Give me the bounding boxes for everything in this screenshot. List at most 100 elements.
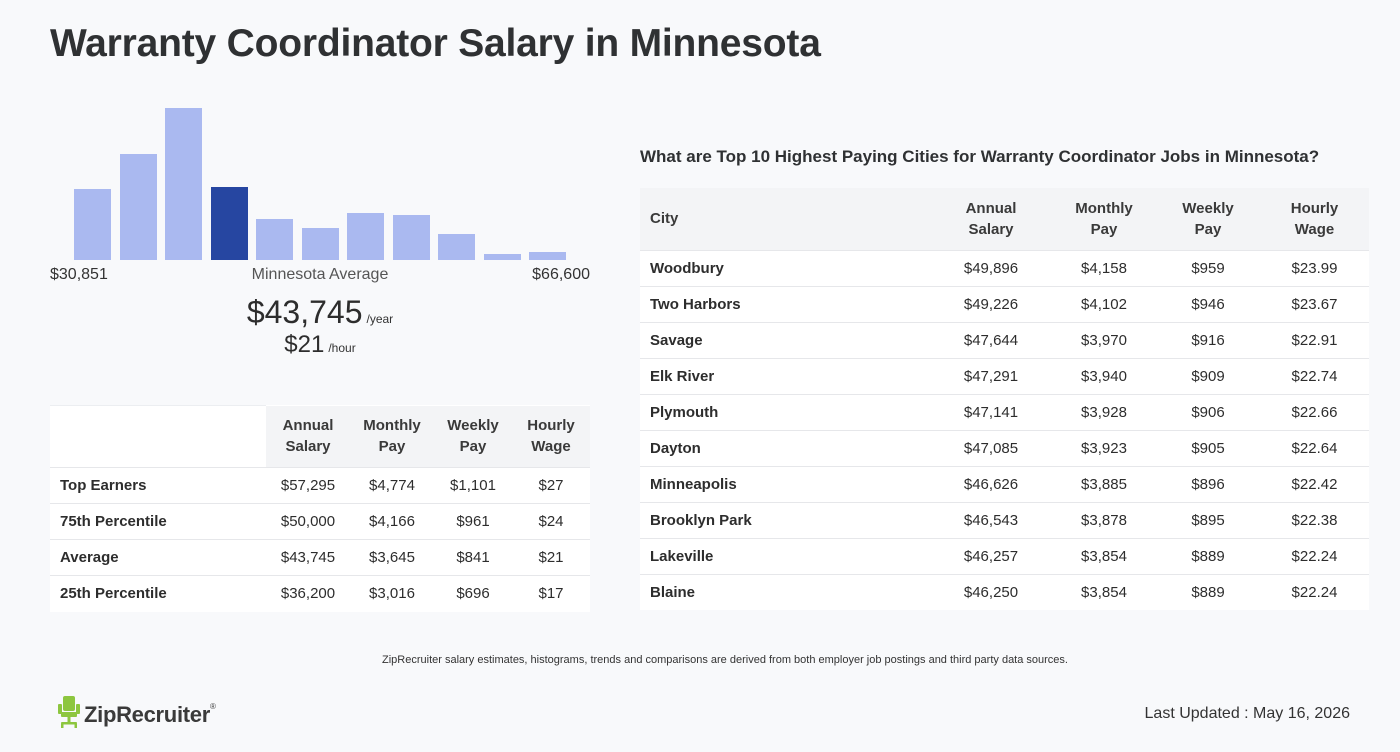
percentile-label: Top Earners [50, 467, 266, 504]
annual-salary-cell: $49,226 [930, 285, 1052, 322]
city-name-cell: Blaine [640, 573, 930, 610]
histogram-bar [74, 189, 111, 260]
average-yearly-value: $43,745 [246, 294, 363, 330]
header-monthly-pay: Monthly Pay [1052, 188, 1156, 250]
header-weekly-pay: Weekly Pay [434, 405, 512, 468]
percentile-row: 75th Percentile $50,000 $4,166 $961 $24 [50, 503, 590, 540]
weekly-pay-cell: $1,101 [434, 467, 512, 504]
hourly-wage-cell: $21 [512, 539, 590, 576]
hourly-wage-cell: $22.74 [1260, 357, 1369, 394]
annual-salary-cell: $47,085 [930, 429, 1052, 466]
annual-salary-cell: $46,257 [930, 537, 1052, 574]
cities-table: City Annual Salary Monthly Pay Weekly Pay H… [640, 188, 1369, 610]
annual-salary-cell: $57,295 [266, 467, 350, 504]
weekly-pay-cell: $895 [1156, 501, 1260, 538]
monthly-pay-cell: $3,885 [1052, 465, 1156, 502]
annual-salary-cell: $36,200 [266, 575, 350, 612]
percentile-label: Average [50, 539, 266, 576]
percentile-row: Average $43,745 $3,645 $841 $21 [50, 539, 590, 576]
hourly-wage-cell: $22.66 [1260, 393, 1369, 430]
monthly-pay-cell: $3,923 [1052, 429, 1156, 466]
percentile-row: 25th Percentile $36,200 $3,016 $696 $17 [50, 575, 590, 612]
monthly-pay-cell: $3,645 [350, 539, 434, 576]
monthly-pay-cell: $4,102 [1052, 285, 1156, 322]
city-name-cell: Brooklyn Park [640, 501, 930, 538]
average-yearly: $43,745/year [50, 294, 590, 331]
data-source-note: ZipRecruiter salary estimates, histogram… [382, 654, 1068, 666]
city-row: Plymouth $47,141 $3,928 $906 $22.66 [640, 393, 1369, 430]
page-title: Warranty Coordinator Salary in Minnesota [50, 22, 821, 65]
hourly-wage-cell: $22.91 [1260, 321, 1369, 358]
weekly-pay-cell: $946 [1156, 285, 1260, 322]
city-row: Two Harbors $49,226 $4,102 $946 $23.67 [640, 285, 1369, 322]
city-row: Blaine $46,250 $3,854 $889 $22.24 [640, 573, 1369, 610]
weekly-pay-cell: $916 [1156, 321, 1260, 358]
monthly-pay-cell: $4,774 [350, 467, 434, 504]
header-hourly-wage: Hourly Wage [512, 405, 590, 468]
average-hourly-unit: /hour [328, 341, 356, 355]
annual-salary-cell: $47,291 [930, 357, 1052, 394]
histogram-bar [483, 254, 521, 260]
city-row: Savage $47,644 $3,970 $916 $22.91 [640, 321, 1369, 358]
histogram-bar [392, 215, 430, 260]
city-row: Woodbury $49,896 $4,158 $959 $23.99 [640, 249, 1369, 286]
annual-salary-cell: $46,543 [930, 501, 1052, 538]
annual-salary-cell: $50,000 [266, 503, 350, 540]
cities-header-row: City Annual Salary Monthly Pay Weekly Pay H… [640, 188, 1369, 250]
monthly-pay-cell: $3,878 [1052, 501, 1156, 538]
histogram-bar [165, 108, 202, 260]
percentile-label: 25th Percentile [50, 575, 266, 612]
histogram-bar [529, 252, 566, 260]
hourly-wage-cell: $22.38 [1260, 501, 1369, 538]
hourly-wage-cell: $22.24 [1260, 573, 1369, 610]
ziprecruiter-logo[interactable]: ZipRecruiter® [58, 695, 216, 734]
city-name-cell: Minneapolis [640, 465, 930, 502]
monthly-pay-cell: $3,854 [1052, 573, 1156, 610]
percentile-header-row: Annual Salary Monthly Pay Weekly Pay Hourly… [50, 405, 590, 468]
histogram-bar [301, 228, 339, 260]
header-annual-salary: Annual Salary [930, 188, 1052, 250]
monthly-pay-cell: $3,854 [1052, 537, 1156, 574]
cities-heading: What are Top 10 Highest Paying Cities fo… [640, 147, 1320, 166]
header-hourly-wage: Hourly Wage [1260, 188, 1369, 250]
header-weekly-pay: Weekly Pay [1156, 188, 1260, 250]
monthly-pay-cell: $3,928 [1052, 393, 1156, 430]
header-city: City [640, 188, 930, 250]
city-name-cell: Savage [640, 321, 930, 358]
average-hourly: $21/hour [50, 331, 590, 359]
annual-salary-cell: $47,141 [930, 393, 1052, 430]
histogram-bar [210, 187, 248, 260]
hourly-wage-cell: $17 [512, 575, 590, 612]
weekly-pay-cell: $889 [1156, 537, 1260, 574]
monthly-pay-cell: $3,940 [1052, 357, 1156, 394]
histogram-min-label: $30,851 [50, 266, 108, 283]
percentile-label: 75th Percentile [50, 503, 266, 540]
weekly-pay-cell: $961 [434, 503, 512, 540]
city-row: Minneapolis $46,626 $3,885 $896 $22.42 [640, 465, 1369, 502]
hourly-wage-cell: $24 [512, 503, 590, 540]
city-name-cell: Lakeville [640, 537, 930, 574]
logo-text: ZipRecruiter® [84, 701, 216, 727]
city-name-cell: Dayton [640, 429, 930, 466]
percentile-row: Top Earners $57,295 $4,774 $1,101 $27 [50, 467, 590, 504]
city-row: Dayton $47,085 $3,923 $905 $22.64 [640, 429, 1369, 466]
header-monthly-pay: Monthly Pay [350, 405, 434, 468]
annual-salary-cell: $47,644 [930, 321, 1052, 358]
hourly-wage-cell: $22.64 [1260, 429, 1369, 466]
annual-salary-cell: $43,745 [266, 539, 350, 576]
annual-salary-cell: $49,896 [930, 249, 1052, 286]
city-name-cell: Elk River [640, 357, 930, 394]
weekly-pay-cell: $696 [434, 575, 512, 612]
city-name-cell: Two Harbors [640, 285, 930, 322]
monthly-pay-cell: $4,158 [1052, 249, 1156, 286]
histogram-max-label: $66,600 [532, 266, 590, 283]
weekly-pay-cell: $959 [1156, 249, 1260, 286]
hourly-wage-cell: $22.24 [1260, 537, 1369, 574]
hourly-wage-cell: $27 [512, 467, 590, 504]
last-updated: Last Updated : May 16, 2026 [1144, 705, 1350, 722]
histogram-bar [347, 213, 384, 260]
city-row: Elk River $47,291 $3,940 $909 $22.74 [640, 357, 1369, 394]
monthly-pay-cell: $3,016 [350, 575, 434, 612]
city-name-cell: Plymouth [640, 393, 930, 430]
